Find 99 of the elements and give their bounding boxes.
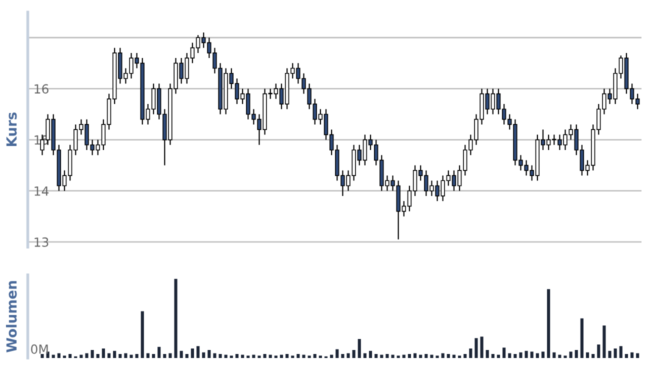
bar: [508, 353, 512, 358]
bar: [592, 354, 595, 358]
bar: [102, 348, 105, 358]
bar: [424, 354, 428, 358]
bar: [547, 289, 550, 358]
bar: [146, 353, 150, 358]
bar: [118, 354, 122, 358]
y-axis-title: Wolumen: [6, 281, 17, 352]
annotation: 0M: [31, 344, 48, 354]
bar: [263, 354, 266, 358]
bar: [541, 352, 545, 358]
bar: [619, 346, 622, 358]
bar: [152, 354, 156, 358]
bar: [302, 354, 306, 358]
bar: [218, 354, 222, 358]
bar: [368, 350, 372, 358]
bar: [402, 354, 406, 358]
bar: [358, 338, 361, 358]
bar: [158, 346, 161, 358]
bar: [597, 344, 600, 358]
bar: [40, 354, 44, 358]
bar: [552, 352, 556, 358]
bar: [624, 354, 628, 358]
bar: [430, 354, 434, 358]
bar: [474, 338, 478, 358]
bar: [580, 318, 584, 358]
bar: [469, 348, 472, 358]
bar: [446, 354, 450, 358]
bar: [280, 354, 284, 358]
y-axis-title: Kurs: [6, 112, 17, 146]
bar: [536, 353, 539, 358]
bar: [68, 354, 72, 358]
bar: [107, 353, 111, 358]
bar: [530, 352, 534, 358]
bar: [113, 350, 116, 358]
bar: [452, 354, 456, 358]
bar: [163, 354, 166, 358]
bar: [140, 311, 144, 358]
bar: [352, 350, 356, 358]
bar: [252, 354, 256, 358]
bar: [196, 346, 200, 358]
bar: [296, 354, 300, 358]
bar: [346, 353, 350, 358]
bar: [441, 353, 444, 358]
bar: [386, 354, 389, 358]
bar: [90, 350, 94, 358]
bar: [374, 354, 378, 358]
bar: [380, 354, 384, 358]
bar: [496, 354, 500, 358]
bar: [85, 353, 88, 358]
bar: [486, 350, 489, 358]
bar: [185, 354, 188, 358]
bar: [135, 354, 138, 358]
bar: [514, 354, 517, 358]
bar: [96, 354, 100, 358]
bar: [614, 348, 617, 358]
bar: [363, 353, 366, 358]
bar: [391, 354, 394, 358]
bar: [608, 350, 612, 358]
bar: [602, 326, 606, 358]
bar: [408, 354, 411, 358]
bar: [419, 354, 422, 358]
bar: [241, 354, 244, 358]
bar: [586, 352, 590, 358]
bar: [491, 354, 494, 358]
bar: [630, 352, 634, 358]
bar: [519, 352, 522, 358]
bar: [268, 354, 272, 358]
bar: [336, 349, 339, 358]
bar: [208, 350, 211, 358]
bar: [464, 354, 467, 358]
bar: [235, 354, 239, 358]
bar: [413, 353, 417, 358]
bar: [190, 348, 194, 358]
bar: [524, 350, 528, 358]
bar: [168, 353, 172, 358]
bar: [52, 354, 55, 358]
bar: [57, 353, 60, 358]
bar: [286, 354, 289, 358]
bar: [569, 352, 572, 358]
y-tick-label: 13: [34, 237, 48, 247]
bar: [124, 353, 128, 358]
bar: [636, 353, 640, 358]
bar: [224, 354, 228, 358]
bar: [558, 354, 562, 358]
bar: [502, 348, 506, 358]
y-tick-label: 14: [34, 186, 49, 196]
bar: [180, 350, 183, 358]
bar: [213, 353, 216, 358]
bar: [313, 354, 316, 358]
bar: [341, 354, 344, 358]
bar: [80, 354, 83, 358]
bar: [330, 354, 334, 358]
bar: [480, 336, 484, 358]
bar: [130, 354, 133, 358]
bar: [202, 352, 206, 358]
y-tick-label: 16: [34, 84, 48, 94]
bar: [574, 350, 578, 358]
bar: [174, 278, 178, 358]
